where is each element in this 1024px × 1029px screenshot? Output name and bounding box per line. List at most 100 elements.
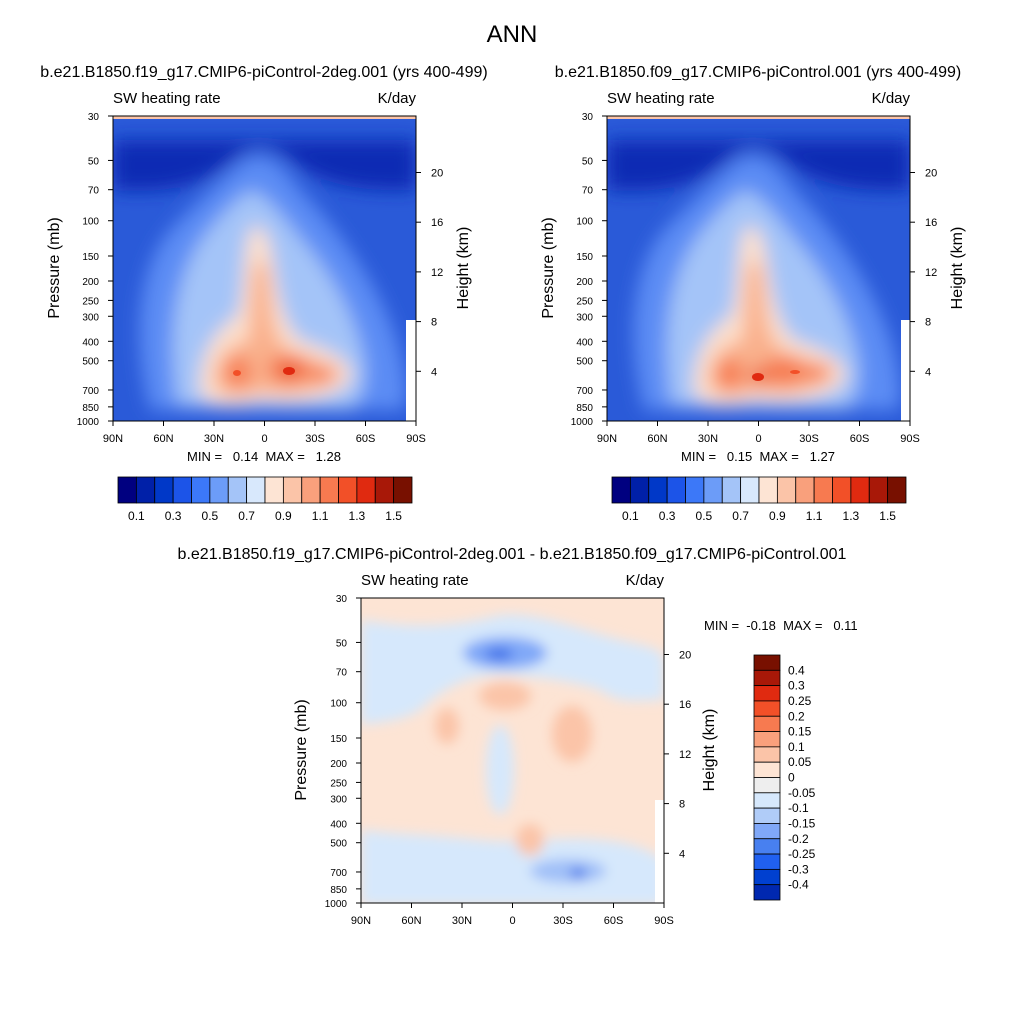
panel-2-colorbar-box	[850, 476, 870, 504]
panel-2-height-tick-label: 8	[925, 317, 931, 329]
panel-diff-colorbar-label: 0.1	[788, 740, 805, 754]
panel-1-colorbar-label: 0.9	[275, 509, 292, 523]
panel-diff-title: b.e21.B1850.f19_g17.CMIP6-piControl-2deg…	[178, 546, 847, 563]
panel-2-y-tick-label: 1000	[571, 417, 594, 428]
panel-diff-colorbar-label: 0.4	[788, 663, 805, 677]
panel-diff-x-tick-label: 90S	[654, 915, 674, 927]
panel-2-x-tick-label: 0	[755, 433, 761, 445]
panel-2: b.e21.B1850.f09_g17.CMIP6-piControl.001 …	[540, 64, 966, 523]
panel-2-x-tick-label: 90N	[597, 433, 617, 445]
panel-2-contour-1.1-a	[717, 359, 743, 389]
panel-1-colorbar-box	[264, 476, 284, 504]
panel-2-y-tick-label: 30	[582, 112, 594, 123]
panel-1-colorbar-box	[374, 476, 395, 504]
panel-1-peak-b	[283, 367, 295, 375]
panel-diff-y-tick-label: 500	[330, 839, 347, 850]
panel-1-colorbar-box	[338, 476, 358, 504]
panel-2-y-tick-label: 200	[576, 277, 593, 288]
panel-diff-field	[361, 598, 664, 903]
panel-diff-colorbar-label: -0.3	[788, 862, 809, 876]
panel-1-colorbar-box	[227, 476, 248, 504]
panel-diff-min-max: MIN = -0.18 MAX = 0.11	[704, 618, 858, 633]
panel-diff-y-tick-label: 200	[330, 759, 347, 770]
panel-2-x-ticks: 90N 60N 30N 0 30S 60S 90S	[597, 421, 920, 445]
panel-1-y-tick-label: 200	[82, 277, 99, 288]
panel-diff-colorbar-box	[753, 761, 781, 778]
panel-1-height-tick-label: 8	[431, 317, 437, 329]
panel-diff-colorbar-label: -0.05	[788, 786, 816, 800]
panel-1-y-tick-label: 700	[82, 386, 99, 397]
panel-2-y-tick-label: 400	[576, 337, 593, 348]
panel-diff-y-ticks: 30 50 70 100 150 200 250 300 400 500 700 850 1000	[325, 594, 361, 910]
panel-2-colorbar-label: 1.5	[879, 509, 896, 523]
panel-1-x-tick-label: 0	[261, 433, 267, 445]
panel-diff-x-tick-label: 60N	[401, 915, 421, 927]
panel-diff-colorbar-box	[753, 777, 781, 794]
panel-diff-colorbar-box	[753, 838, 781, 855]
panel-1-x-tick-label: 90N	[103, 433, 123, 445]
panel-1-colorbar-box	[154, 476, 174, 504]
panel-1-colorbar-label: 0.7	[238, 509, 255, 523]
panel-2-colorbar-label: 0.7	[732, 509, 749, 523]
panel-2-title: b.e21.B1850.f09_g17.CMIP6-piControl.001 …	[555, 64, 961, 81]
panel-2-y-tick-label: 500	[576, 357, 593, 368]
panel-1-variable-label: SW heating rate	[113, 90, 221, 107]
panel-diff-neg-upper	[361, 614, 664, 725]
panel-2-colorbar-label: 1.1	[806, 509, 823, 523]
panel-1-x-tick-label: 60N	[153, 433, 173, 445]
panel-1-colorbar: 0.1 0.3 0.5 0.7 0.9 1.1 1.3 1.5	[117, 476, 413, 523]
panel-2-x-tick-label: 30N	[698, 433, 718, 445]
panel-1-x-tick-label: 90S	[406, 433, 426, 445]
panel-diff-height-tick-label: 4	[679, 848, 685, 860]
panel-diff-y-tick-label: 30	[336, 594, 348, 605]
panel-diff-neg-lower-left	[361, 830, 664, 903]
panel-diff-y-tick-label: 700	[330, 868, 347, 879]
panel-diff-neg-850-right	[530, 859, 606, 883]
panel-1-height-ticks: 20 16 12 8 4	[416, 167, 443, 378]
panel-diff: b.e21.B1850.f19_g17.CMIP6-piControl-2deg…	[178, 546, 858, 927]
page-title: ANN	[487, 21, 538, 48]
panel-1-colorbar-box	[356, 476, 376, 504]
panel-diff-y-tick-label: 100	[330, 699, 347, 710]
panel-1-colorbar-label: 0.1	[128, 509, 145, 523]
panel-diff-colorbar-label: 0.3	[788, 679, 805, 693]
panel-2-colorbar-box	[868, 476, 889, 504]
panel-diff-colorbar-box	[753, 731, 781, 748]
panel-2-strat-top	[607, 116, 910, 119]
panel-1-height-tick-label: 20	[431, 167, 443, 179]
panel-2-colorbar-box	[813, 476, 833, 504]
panel-2-peak-a	[752, 373, 764, 381]
panel-2-colorbar-box	[685, 476, 705, 504]
panel-diff-colorbar-box	[753, 685, 781, 702]
panel-2-y-ticks: 30 50 70 100 150 200 250 300 400 500 700 850 1000	[571, 112, 607, 428]
panel-diff-x-tick-label: 30S	[553, 915, 573, 927]
panel-2-x-tick-label: 60S	[850, 433, 870, 445]
panel-diff-x-tick-label: 60S	[604, 915, 624, 927]
panel-diff-y-tick-label: 70	[336, 668, 348, 679]
panel-2-colorbar-label: 0.9	[769, 509, 786, 523]
panel-1-colorbar-box	[246, 476, 266, 504]
panel-2-y-tick-label: 300	[576, 312, 593, 323]
panel-diff-y-axis-label: Pressure (mb)	[293, 699, 310, 800]
panel-2-min-max: MIN = 0.15 MAX = 1.27	[681, 449, 835, 464]
panel-1-y-tick-label: 1000	[77, 417, 100, 428]
panel-diff-colorbar-box	[753, 868, 781, 886]
panel-1-contour-strat	[113, 140, 416, 191]
panel-1-min-max: MIN = 0.14 MAX = 1.28	[187, 449, 341, 464]
panel-2-height-tick-label: 16	[925, 217, 937, 229]
panel-diff-colorbar-label: -0.15	[788, 816, 816, 830]
panel-1-height-tick-label: 4	[431, 366, 437, 378]
panel-2-height-tick-label: 20	[925, 167, 937, 179]
panel-diff-colorbar-box	[753, 807, 781, 824]
panel-1-y-tick-label: 150	[82, 252, 99, 263]
panel-2-y-tick-label: 70	[582, 186, 594, 197]
panel-diff-pos-400-left	[435, 708, 459, 744]
panel-1-colorbar-label: 1.1	[312, 509, 329, 523]
panel-1-y-tick-label: 100	[82, 217, 99, 228]
panel-1-y-tick-label: 500	[82, 357, 99, 368]
panel-2-y-tick-label: 700	[576, 386, 593, 397]
panel-1-colorbar-box	[393, 476, 413, 504]
panel-2-contour-1.1-b	[763, 357, 807, 385]
panel-1-x-tick-label: 60S	[356, 433, 376, 445]
